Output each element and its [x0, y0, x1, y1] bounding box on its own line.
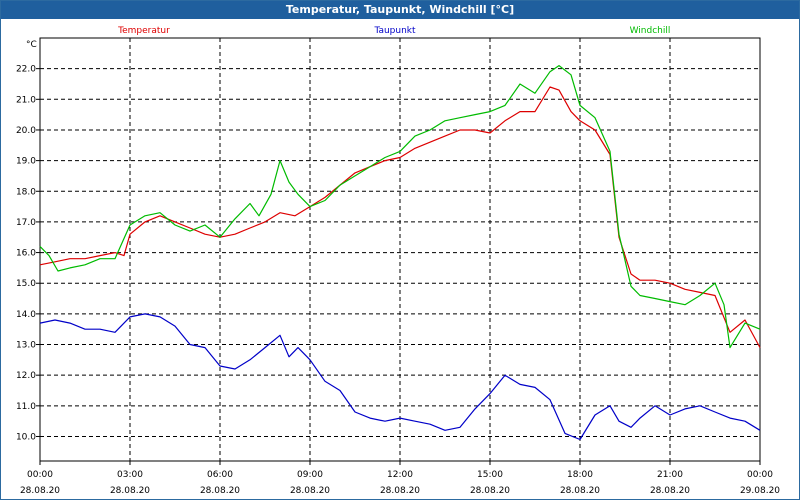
x-tick-date-label: 28.08.20: [20, 486, 60, 496]
x-tick-date-label: 29.08.20: [740, 486, 780, 496]
series-line-taupunkt: [39, 313, 761, 441]
legend-label-windchill: Windchill: [630, 26, 671, 36]
x-tick-date-label: 28.08.20: [110, 486, 150, 496]
series-line-temperatur: [39, 86, 761, 348]
y-tick-label: 19.0: [16, 157, 36, 167]
y-tick-label: 21.0: [16, 95, 36, 105]
x-tick-date-label: 28.08.20: [380, 486, 420, 496]
x-tick-date-label: 28.08.20: [290, 486, 330, 496]
plot-border: [39, 37, 761, 462]
axes: [36, 37, 761, 465]
x-tick-time-label: 03:00: [117, 470, 143, 480]
x-tick-time-label: 15:00: [477, 470, 503, 480]
x-tick-time-label: 12:00: [387, 470, 413, 480]
series-layer: [39, 64, 761, 441]
x-tick-date-label: 28.08.20: [560, 486, 600, 496]
chart-title: Temperatur, Taupunkt, Windchill [°C]: [1, 1, 799, 19]
x-tick-date-label: 28.08.20: [470, 486, 510, 496]
x-tick-date-label: 28.08.20: [200, 486, 240, 496]
y-tick-label: 15.0: [16, 279, 36, 289]
x-tick-time-label: 18:00: [567, 470, 593, 480]
x-tick-time-label: 00:00: [27, 470, 53, 480]
grid: [40, 38, 760, 461]
legend: Temperatur Taupunkt Windchill: [117, 26, 670, 36]
y-tick-label: 10.0: [16, 432, 36, 442]
x-tick-time-label: 00:00: [747, 470, 773, 480]
legend-label-taupunkt: Taupunkt: [373, 26, 416, 36]
y-tick-label: 12.0: [16, 371, 36, 381]
legend-label-temperatur: Temperatur: [117, 26, 170, 36]
x-tick-time-label: 21:00: [657, 470, 683, 480]
tick-labels: 10.0 11.0 12.0 13.0 14.0 15.0 16.0 17.0 18.0 19.0…: [16, 40, 780, 496]
y-tick-label: 22.0: [16, 65, 36, 75]
y-tick-label: 17.0: [16, 218, 36, 228]
y-axis-unit-label: °C: [26, 40, 37, 50]
y-tick-label: 11.0: [16, 402, 36, 412]
series-line-windchill: [39, 64, 761, 349]
y-tick-label: 20.0: [16, 126, 36, 136]
y-tick-label: 14.0: [16, 310, 36, 320]
x-tick-date-label: 28.08.20: [650, 486, 690, 496]
y-tick-label: 16.0: [16, 249, 36, 259]
y-tick-label: 18.0: [16, 187, 36, 197]
x-tick-time-label: 09:00: [297, 470, 323, 480]
x-tick-time-label: 06:00: [207, 470, 233, 480]
y-tick-label: 13.0: [16, 341, 36, 351]
